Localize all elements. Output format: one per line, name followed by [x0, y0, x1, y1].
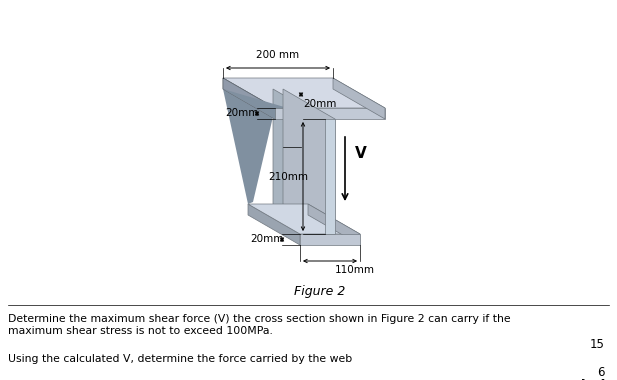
- Text: 20mm: 20mm: [250, 234, 283, 244]
- Text: Figure 2: Figure 2: [294, 285, 346, 298]
- Polygon shape: [248, 204, 300, 245]
- Polygon shape: [308, 204, 360, 245]
- Text: Determine the maximum shear force (V) the cross section shown in Figure 2 can ca: Determine the maximum shear force (V) th…: [8, 314, 511, 336]
- Polygon shape: [223, 78, 275, 119]
- Polygon shape: [333, 78, 385, 119]
- Polygon shape: [325, 119, 335, 234]
- Polygon shape: [300, 234, 360, 245]
- Text: Using the calculated V, determine the force carried by the web: Using the calculated V, determine the fo…: [8, 354, 352, 364]
- Polygon shape: [223, 78, 275, 204]
- Text: 20mm: 20mm: [225, 109, 259, 119]
- Polygon shape: [248, 204, 360, 234]
- Text: 6: 6: [597, 366, 605, 379]
- Text: 210mm: 210mm: [268, 171, 308, 182]
- Polygon shape: [223, 78, 275, 119]
- Text: 200 mm: 200 mm: [257, 50, 300, 60]
- Polygon shape: [273, 89, 325, 234]
- Text: V: V: [355, 147, 366, 162]
- Polygon shape: [223, 89, 325, 124]
- Polygon shape: [283, 89, 335, 234]
- Text: 20mm: 20mm: [303, 99, 336, 109]
- Text: 15: 15: [590, 338, 605, 351]
- Polygon shape: [273, 89, 283, 204]
- Polygon shape: [223, 78, 385, 108]
- Text: [21]: [21]: [581, 378, 605, 380]
- Polygon shape: [275, 108, 385, 119]
- Text: 110mm: 110mm: [335, 265, 375, 275]
